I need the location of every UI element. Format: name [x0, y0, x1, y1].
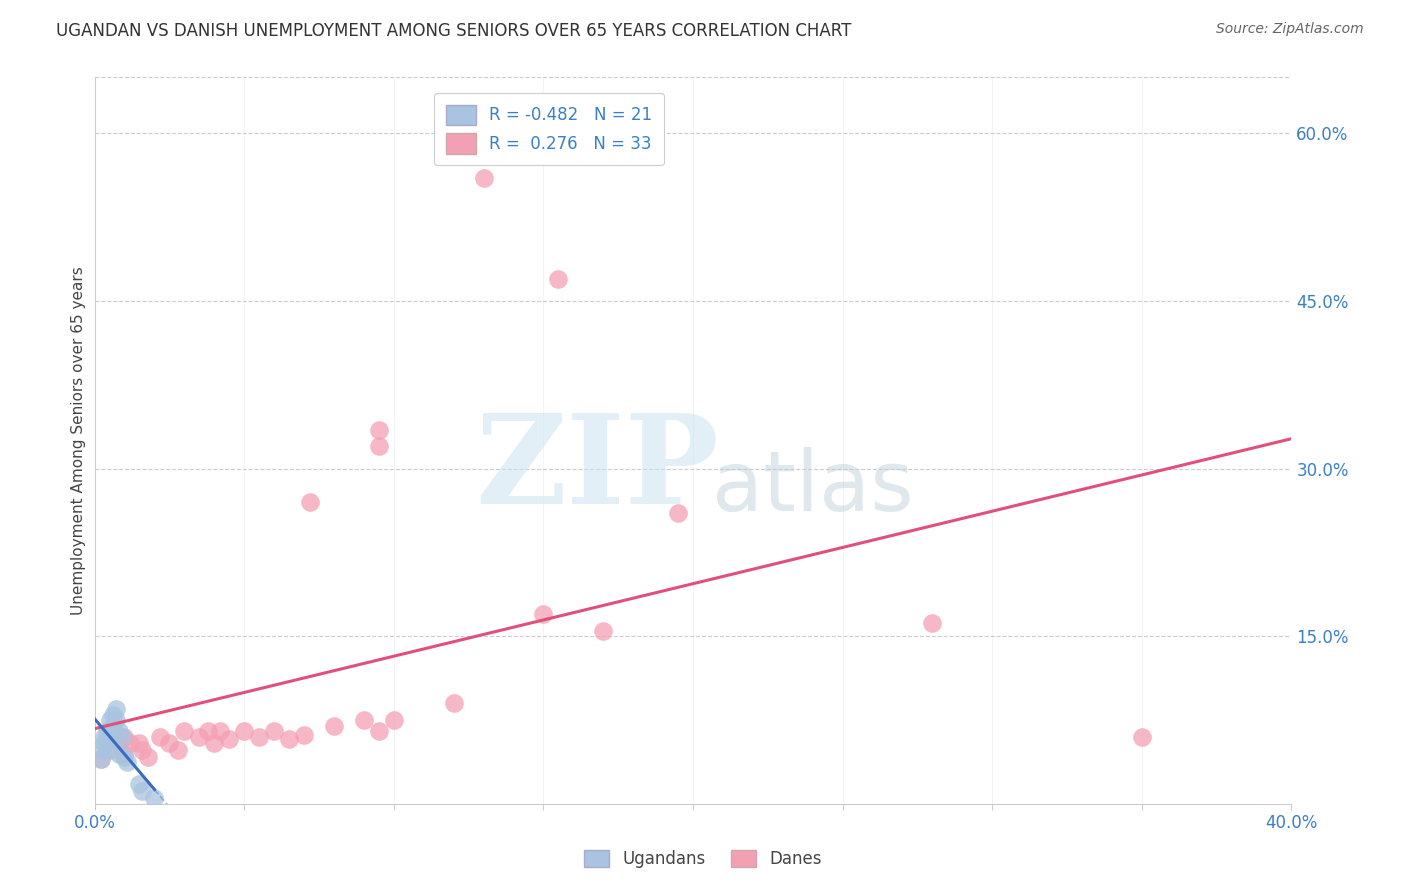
Text: ZIP: ZIP [475, 409, 718, 530]
Point [233, 724, 256, 739]
Point [218, 732, 240, 747]
Point [547, 271, 569, 285]
Point [143, 791, 166, 805]
Point [93, 730, 115, 744]
Point [367, 439, 389, 453]
Point [104, 713, 127, 727]
Y-axis label: Unemployment Among Seniors over 65 years: Unemployment Among Seniors over 65 years [72, 267, 86, 615]
Point [104, 702, 127, 716]
Point [107, 735, 129, 749]
Point [292, 728, 315, 742]
Point [117, 755, 139, 769]
Legend: R = -0.482   N = 21, R =  0.276   N = 33: R = -0.482 N = 21, R = 0.276 N = 33 [434, 93, 664, 165]
Point [120, 735, 142, 749]
Point [197, 724, 219, 739]
Point [101, 719, 124, 733]
Point [1130, 730, 1153, 744]
Text: atlas: atlas [711, 448, 914, 528]
Point [110, 730, 132, 744]
Point [167, 743, 190, 757]
Point [131, 783, 153, 797]
Text: Source: ZipAtlas.com: Source: ZipAtlas.com [1216, 22, 1364, 37]
Point [472, 171, 495, 186]
Point [382, 713, 405, 727]
Point [98, 724, 121, 739]
Point [107, 747, 129, 761]
Point [263, 724, 285, 739]
Point [138, 750, 160, 764]
Point [323, 719, 346, 733]
Point [114, 750, 136, 764]
Point [128, 735, 150, 749]
Point [98, 735, 121, 749]
Point [443, 697, 465, 711]
Point [98, 713, 121, 727]
Point [592, 624, 614, 638]
Point [90, 752, 112, 766]
Point [298, 495, 321, 509]
Point [101, 707, 124, 722]
Point [90, 752, 112, 766]
Point [278, 732, 301, 747]
Point [90, 741, 112, 756]
Point [149, 730, 172, 744]
Point [96, 724, 118, 739]
Point [921, 615, 943, 630]
Point [188, 730, 211, 744]
Point [247, 730, 270, 744]
Point [353, 713, 375, 727]
Point [128, 777, 150, 791]
Point [93, 735, 115, 749]
Point [666, 507, 689, 521]
Point [114, 747, 136, 761]
Point [114, 730, 136, 744]
Legend: Ugandans, Danes: Ugandans, Danes [578, 843, 828, 875]
Point [173, 724, 195, 739]
Point [96, 743, 118, 757]
Point [367, 724, 389, 739]
Point [131, 743, 153, 757]
Point [98, 743, 121, 757]
Point [107, 724, 129, 739]
Point [157, 735, 180, 749]
Text: UGANDAN VS DANISH UNEMPLOYMENT AMONG SENIORS OVER 65 YEARS CORRELATION CHART: UGANDAN VS DANISH UNEMPLOYMENT AMONG SEN… [56, 22, 852, 40]
Point [202, 735, 225, 749]
Point [209, 724, 232, 739]
Point [367, 423, 389, 437]
Point [531, 607, 554, 621]
